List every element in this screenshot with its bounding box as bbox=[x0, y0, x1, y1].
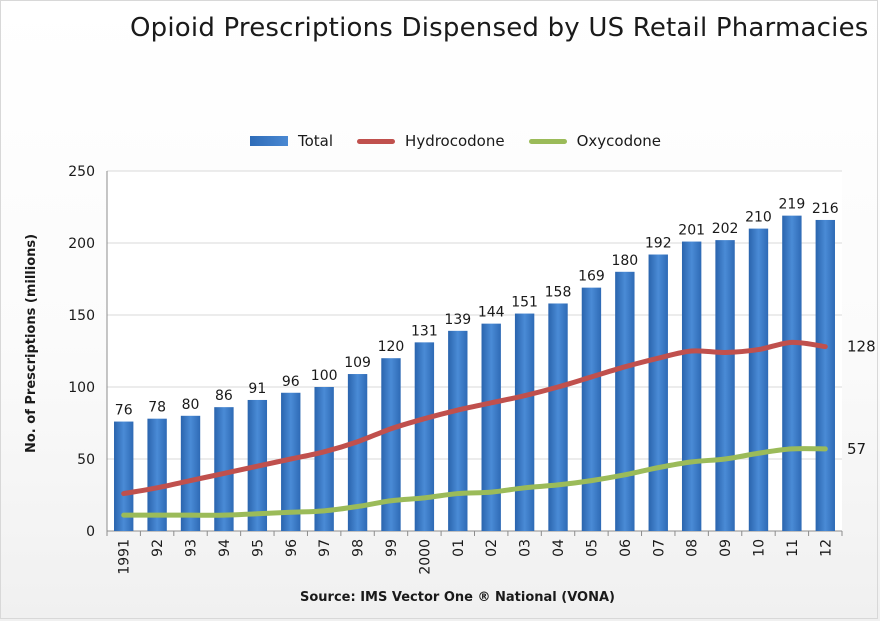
bar-data-label: 120 bbox=[378, 339, 405, 355]
bar-data-label: 109 bbox=[344, 355, 371, 371]
x-tick-label: 11 bbox=[785, 539, 801, 557]
bar-data-label: 80 bbox=[182, 397, 200, 413]
chart-title: Opioid Prescriptions Dispensed by US Ret… bbox=[130, 13, 869, 43]
bar-data-label: 76 bbox=[115, 403, 133, 419]
x-tick-label: 05 bbox=[584, 539, 600, 557]
bar-data-label: 158 bbox=[545, 284, 572, 300]
legend-label-hydrocodone: Hydrocodone bbox=[405, 132, 505, 150]
legend-swatch-oxycodone bbox=[528, 138, 567, 144]
bar-total bbox=[180, 415, 201, 531]
x-tick-label: 97 bbox=[317, 539, 333, 557]
x-tick-label: 04 bbox=[551, 539, 567, 557]
x-tick-label: 01 bbox=[451, 539, 467, 557]
bar-data-label: 100 bbox=[311, 368, 338, 384]
bar-total bbox=[448, 330, 468, 531]
x-tick-label: 12 bbox=[818, 539, 834, 557]
bar-data-label: 192 bbox=[645, 236, 672, 252]
bar-total bbox=[214, 407, 234, 531]
legend-swatch-total bbox=[250, 136, 288, 146]
line-oxycodone bbox=[121, 446, 828, 518]
x-tick-label: 06 bbox=[618, 539, 634, 557]
bar-data-label: 216 bbox=[812, 201, 839, 217]
bar-total bbox=[748, 228, 769, 531]
bar-data-label: 144 bbox=[478, 305, 505, 321]
bar-total bbox=[514, 313, 535, 531]
x-tick-label: 09 bbox=[718, 539, 734, 557]
bar-total bbox=[548, 303, 568, 531]
bar-data-label: 219 bbox=[779, 197, 806, 213]
x-tick-label: 99 bbox=[384, 539, 400, 557]
y-tick-label: 200 bbox=[68, 236, 95, 252]
line-hydrocodone bbox=[121, 339, 828, 497]
bar-data-label: 91 bbox=[248, 381, 266, 397]
bar-data-label: 151 bbox=[511, 295, 538, 311]
y-tick-label: 250 bbox=[68, 164, 95, 180]
bar-data-label: 96 bbox=[282, 374, 300, 390]
legend-item-hydrocodone: Hydrocodone bbox=[357, 132, 505, 150]
x-tick-label: 98 bbox=[351, 539, 367, 557]
bar-total bbox=[615, 271, 635, 531]
bar-total bbox=[314, 387, 334, 531]
source-note: Source: IMS Vector One ® National (VONA) bbox=[300, 590, 615, 605]
y-tick-label: 50 bbox=[77, 452, 95, 468]
bar-total bbox=[414, 342, 435, 531]
x-tick-label: 03 bbox=[518, 539, 534, 557]
bar-total bbox=[581, 287, 602, 531]
legend-label-oxycodone: Oxycodone bbox=[576, 132, 662, 150]
bar-total bbox=[648, 254, 668, 531]
x-tick-label: 02 bbox=[484, 539, 500, 557]
bar-data-label: 139 bbox=[444, 312, 471, 328]
bar-total bbox=[481, 323, 501, 531]
bar-data-label: 202 bbox=[712, 221, 739, 237]
y-tick-label: 0 bbox=[86, 524, 95, 540]
x-tick-label: 95 bbox=[250, 539, 266, 557]
bar-total bbox=[815, 219, 835, 531]
bar-data-label: 131 bbox=[411, 323, 438, 339]
bar-data-label: 210 bbox=[745, 210, 772, 226]
bar-data-label: 78 bbox=[148, 400, 166, 416]
line-oxycodone-end-label: 57 bbox=[847, 440, 866, 458]
legend-item-oxycodone: Oxycodone bbox=[528, 132, 662, 150]
bar-data-label: 180 bbox=[611, 253, 638, 269]
legend-item-total: Total bbox=[250, 132, 333, 150]
x-tick-label: 1991 bbox=[117, 539, 133, 575]
y-tick-label: 100 bbox=[68, 380, 95, 396]
x-tick-label: 2000 bbox=[417, 539, 433, 575]
bar-total bbox=[715, 240, 735, 531]
bar-total bbox=[782, 215, 802, 531]
y-tick-label: 150 bbox=[68, 308, 95, 324]
x-tick-label: 92 bbox=[150, 539, 166, 557]
bar-data-label: 86 bbox=[215, 388, 233, 404]
x-tick-label: 94 bbox=[217, 539, 233, 557]
bar-data-label: 169 bbox=[578, 269, 605, 285]
bar-total bbox=[114, 421, 134, 531]
legend: Total Hydrocodone Oxycodone bbox=[250, 130, 661, 152]
legend-label-total: Total bbox=[298, 132, 334, 150]
bar-total bbox=[681, 241, 702, 531]
legend-swatch-hydrocodone bbox=[357, 138, 396, 144]
x-tick-label: 10 bbox=[751, 539, 767, 557]
bar-total bbox=[147, 418, 167, 531]
line-hydrocodone-end-label: 128 bbox=[847, 338, 876, 356]
x-tick-label: 96 bbox=[284, 539, 300, 557]
bar-total bbox=[347, 374, 368, 531]
bar-total bbox=[281, 392, 301, 531]
bar-total bbox=[381, 358, 401, 531]
x-tick-label: 08 bbox=[685, 539, 701, 557]
bar-data-label: 201 bbox=[678, 223, 705, 239]
x-tick-label: 93 bbox=[184, 539, 200, 557]
x-tick-label: 07 bbox=[651, 539, 667, 557]
